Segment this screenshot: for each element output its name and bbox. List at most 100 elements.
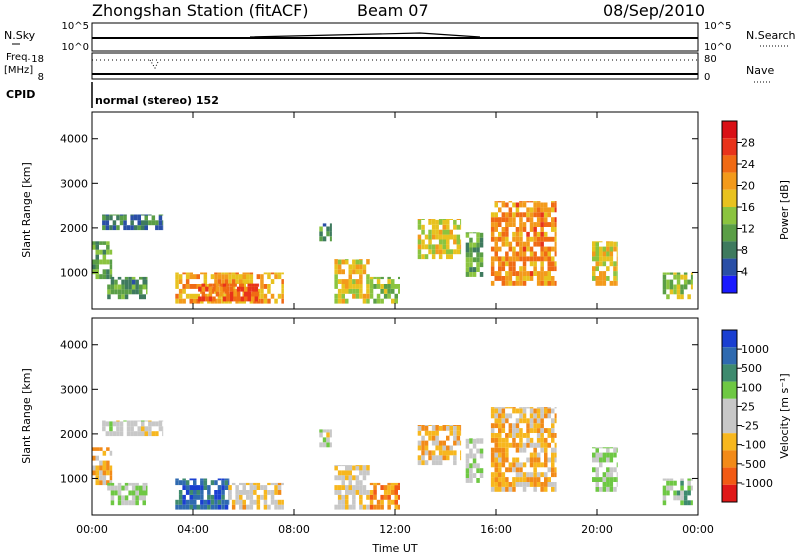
power-cell [359, 259, 363, 265]
velocity-cell [595, 467, 599, 473]
power-cell [515, 227, 520, 232]
velocity-cell [387, 494, 391, 500]
velocity-cell [609, 472, 614, 478]
velocity-cell [345, 504, 349, 510]
velocity-cell [116, 431, 120, 437]
power-cell [105, 220, 110, 226]
velocity-cell [99, 465, 103, 471]
power-cell [522, 222, 527, 227]
power-cell [544, 202, 548, 208]
velocity-cell [606, 482, 610, 487]
power-cell [387, 276, 391, 280]
power-cell [519, 231, 523, 237]
power-cell [599, 256, 603, 262]
power-cell [267, 298, 271, 304]
velocity-cell [355, 465, 360, 471]
power-cell [251, 296, 255, 302]
power-cell [130, 215, 134, 221]
velocity-colorbar-segment [722, 347, 737, 365]
power-cell [244, 291, 248, 297]
power-cell [348, 274, 352, 280]
velocity-cell [178, 494, 183, 500]
power-cell [544, 222, 548, 227]
power-cell [231, 288, 236, 294]
power-ytick-label: 1000 [60, 266, 88, 279]
power-cell [554, 231, 557, 237]
power-cell [446, 239, 450, 245]
velocity-cell [456, 440, 461, 446]
power-cell [226, 296, 230, 302]
velocity-cell [214, 490, 218, 495]
power-cell [435, 219, 439, 225]
velocity-cell [158, 426, 163, 432]
velocity-cell [417, 445, 422, 451]
velocity-colorbar-segment [722, 330, 737, 348]
power-cell [551, 246, 555, 252]
power-cell [442, 249, 446, 255]
power-cell [479, 232, 484, 238]
power-cell [494, 227, 498, 232]
velocity-cell [246, 504, 250, 510]
velocity-cell [228, 499, 230, 505]
velocity-cell [438, 440, 443, 446]
power-cell [359, 264, 363, 270]
power-cell [540, 227, 544, 232]
power-cell [595, 241, 599, 247]
freq-dip [149, 59, 159, 70]
power-cell [158, 220, 163, 226]
power-cell [446, 219, 450, 225]
power-cell [505, 231, 509, 237]
power-cell [341, 269, 345, 275]
power-cell [536, 280, 541, 286]
date-title: 08/Sep/2010 [603, 1, 705, 20]
velocity-cell [109, 426, 113, 432]
velocity-cell [359, 470, 363, 476]
velocity-cell [680, 500, 684, 506]
power-cell [106, 241, 110, 245]
velocity-cell [130, 421, 134, 427]
velocity-cell [551, 457, 555, 463]
velocity-cell [536, 413, 541, 419]
velocity-cell [494, 442, 498, 448]
velocity-cell [540, 442, 544, 448]
velocity-cell [144, 431, 148, 437]
velocity-cell [189, 478, 193, 481]
velocity-cell [421, 425, 425, 431]
power-cell [683, 274, 688, 280]
velocity-cell [540, 418, 544, 424]
power-cell [595, 256, 599, 262]
velocity-cell [348, 465, 352, 467]
power-colorbar-tick-label: 20 [741, 180, 755, 193]
power-cell [373, 298, 377, 304]
velocity-cell [554, 486, 557, 492]
velocity-cell [683, 495, 688, 501]
power-cell [185, 274, 190, 280]
power-cell [366, 259, 370, 261]
power-cell [226, 291, 230, 297]
velocity-cell [683, 500, 688, 506]
velocity-cell [114, 485, 118, 491]
power-cell [602, 280, 607, 286]
power-cell [208, 283, 213, 287]
velocity-cell [196, 504, 200, 510]
power-cell [242, 279, 246, 284]
power-cell [453, 219, 457, 225]
velocity-cell [533, 418, 537, 424]
power-cell [348, 264, 352, 270]
power-cell [131, 284, 136, 290]
power-colorbar-segment [722, 241, 737, 259]
power-cell [260, 279, 264, 284]
velocity-cell [490, 477, 495, 482]
power-cell [595, 241, 599, 243]
power-cell [193, 274, 197, 280]
power-cell [359, 269, 363, 275]
velocity-cell [476, 438, 480, 444]
power-cell [498, 201, 502, 203]
power-cell [92, 264, 96, 270]
velocity-cell [421, 425, 425, 426]
power-cell [554, 261, 557, 267]
power-cell [453, 239, 457, 245]
velocity-cell [469, 438, 473, 440]
power-cell [508, 266, 513, 272]
power-cell [185, 293, 190, 299]
